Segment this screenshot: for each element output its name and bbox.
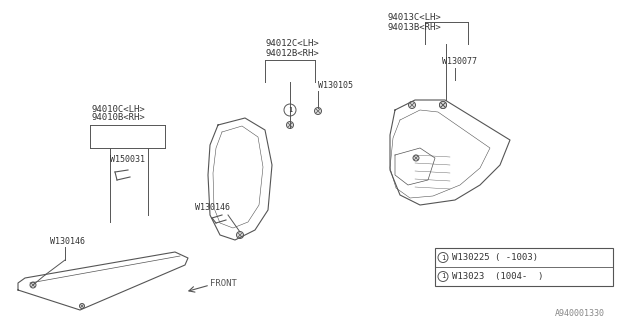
Text: 94013B<RH>: 94013B<RH>	[388, 22, 442, 31]
Text: FRONT: FRONT	[210, 278, 237, 287]
Circle shape	[30, 282, 36, 288]
Circle shape	[413, 155, 419, 161]
Text: 94012B<RH>: 94012B<RH>	[265, 49, 319, 58]
Text: 1: 1	[441, 274, 445, 279]
Text: W150031: W150031	[110, 156, 145, 164]
Text: W130146: W130146	[50, 237, 85, 246]
Text: W130225 ( -1003): W130225 ( -1003)	[452, 253, 538, 262]
Circle shape	[284, 104, 296, 116]
Text: 94013C<LH>: 94013C<LH>	[388, 13, 442, 22]
Text: W130105: W130105	[318, 81, 353, 90]
Circle shape	[438, 271, 448, 282]
Text: 94010B<RH>: 94010B<RH>	[92, 114, 146, 123]
Text: 1: 1	[441, 254, 445, 260]
Text: 94012C<LH>: 94012C<LH>	[265, 39, 319, 49]
Circle shape	[440, 101, 447, 108]
Circle shape	[237, 231, 243, 238]
Circle shape	[79, 303, 84, 308]
Circle shape	[438, 252, 448, 262]
Text: A940001330: A940001330	[555, 308, 605, 317]
Circle shape	[408, 101, 415, 108]
Text: W13023  (1004-  ): W13023 (1004- )	[452, 272, 543, 281]
Circle shape	[440, 101, 447, 108]
Circle shape	[314, 108, 321, 115]
Bar	[435, 248, 613, 286]
Text: 1: 1	[288, 107, 292, 113]
Text: 94010C<LH>: 94010C<LH>	[92, 105, 146, 114]
Text: W130077: W130077	[442, 58, 477, 67]
Circle shape	[287, 122, 294, 129]
Text: W130146: W130146	[195, 204, 230, 212]
